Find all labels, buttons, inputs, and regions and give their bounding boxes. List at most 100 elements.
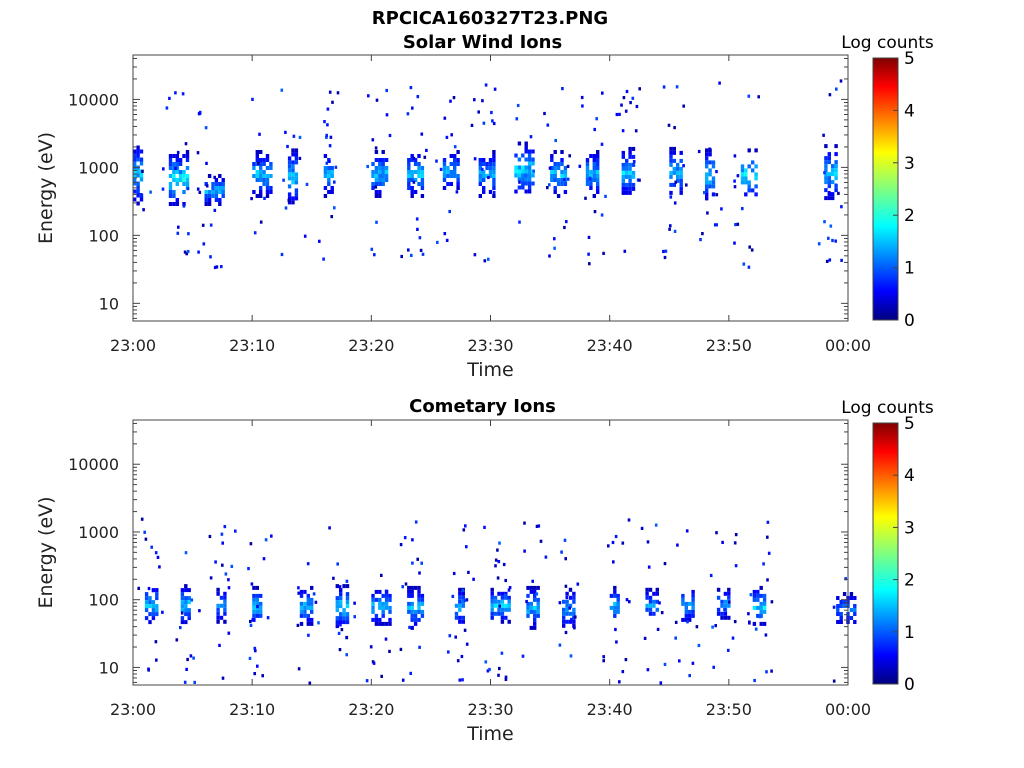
heatmap-cell <box>621 670 625 674</box>
heatmap-cell <box>308 681 312 685</box>
heatmap-cell <box>539 539 543 543</box>
heatmap-cell <box>625 190 629 195</box>
heatmap-cell <box>676 543 679 547</box>
heatmap-cell <box>327 174 331 178</box>
heatmap-cell <box>230 564 234 568</box>
heatmap-cell <box>596 174 600 178</box>
heatmap-cell <box>613 613 617 618</box>
heatmap-cell <box>676 170 680 175</box>
heatmap-cell <box>144 596 149 601</box>
heatmap-cell <box>141 169 144 173</box>
heatmap-cell <box>824 144 828 149</box>
heatmap-cell <box>378 182 382 186</box>
heatmap-cell <box>136 185 140 190</box>
heatmap-cell <box>291 176 295 181</box>
heatmap-cell <box>490 603 494 608</box>
heatmap-cell <box>291 152 295 157</box>
heatmap-cell <box>691 605 695 610</box>
heatmap-cell <box>548 166 552 170</box>
heatmap-cell <box>407 589 411 594</box>
heatmap-cell <box>184 608 188 613</box>
heatmap-cell <box>740 168 745 173</box>
heatmap-cell <box>572 591 576 596</box>
heatmap-cell <box>187 600 191 605</box>
heatmap-cell <box>333 180 336 184</box>
heatmap-cell <box>747 188 751 193</box>
heatmap-cell <box>178 178 183 182</box>
heatmap-cell <box>756 597 760 602</box>
heatmap-cell <box>136 173 140 178</box>
heatmap-cell <box>303 613 307 618</box>
heatmap-cell <box>752 621 757 626</box>
heatmap-cell <box>521 165 525 170</box>
heatmap-cell <box>180 616 185 621</box>
heatmap-cell <box>747 184 751 189</box>
heatmap-cell <box>829 224 833 228</box>
x-tick-label: 23:20 <box>348 336 394 355</box>
heatmap-cell <box>251 97 254 101</box>
heatmap-cell <box>709 573 713 578</box>
heatmap-cell <box>175 170 179 174</box>
heatmap-cell <box>831 168 835 173</box>
heatmap-cell <box>682 164 685 168</box>
heatmap-cell <box>490 607 494 612</box>
heatmap-cell <box>418 236 422 240</box>
heatmap-cell <box>672 158 676 163</box>
heatmap-cell <box>338 648 342 652</box>
heatmap-cell <box>827 184 831 189</box>
heatmap-cell <box>614 627 617 632</box>
heatmap-cell <box>621 541 625 545</box>
heatmap-cell <box>136 149 140 154</box>
heatmap-cell <box>533 589 537 594</box>
heatmap-cell <box>299 593 304 598</box>
heatmap-cell <box>155 612 159 617</box>
heatmap-cell <box>573 626 576 630</box>
heatmap-cell <box>265 174 270 178</box>
heatmap-cell <box>849 596 854 600</box>
heatmap-cell <box>314 600 318 604</box>
heatmap-cell <box>177 225 180 229</box>
heatmap-cell <box>652 591 656 596</box>
heatmap-cell <box>151 589 155 593</box>
heatmap-cell <box>410 186 414 190</box>
heatmap-cell <box>493 603 498 608</box>
heatmap-cell <box>185 174 190 178</box>
heatmap-cell <box>345 604 350 609</box>
heatmap-cell <box>691 601 695 606</box>
heatmap-cell <box>218 643 221 647</box>
heatmap-cell <box>844 577 847 581</box>
heatmap-cell <box>485 162 489 166</box>
heatmap-cell <box>572 611 576 616</box>
heatmap-cell <box>628 174 632 179</box>
heatmap-cell <box>264 538 268 542</box>
heatmap-cell <box>184 604 188 609</box>
heatmap-cell <box>711 180 716 185</box>
heatmap-cell <box>556 194 561 198</box>
heatmap-cell <box>410 190 414 194</box>
heatmap-cell <box>252 174 256 178</box>
heatmap-cell <box>727 648 730 652</box>
heatmap-cell <box>751 168 755 173</box>
heatmap-cell <box>684 613 688 618</box>
heatmap-cell <box>570 617 573 621</box>
heatmap-cell <box>592 162 596 166</box>
heatmap-cell <box>611 540 615 545</box>
heatmap-cell <box>715 531 718 535</box>
heatmap-cell <box>853 608 857 612</box>
heatmap-cell <box>563 170 568 174</box>
heatmap-cell <box>733 185 737 189</box>
heatmap-cell <box>178 174 183 178</box>
heatmap-cell <box>417 589 421 594</box>
heatmap-cell <box>214 560 217 564</box>
heatmap-cell <box>827 160 831 165</box>
heatmap-cell <box>154 640 158 644</box>
heatmap-cell <box>733 241 736 245</box>
heatmap-cell <box>345 616 350 621</box>
heatmap-cell <box>339 604 343 609</box>
heatmap-cell <box>330 170 334 174</box>
heatmap-cell <box>708 180 712 185</box>
heatmap-cell <box>345 635 349 640</box>
x-tick-label: 23:00 <box>110 700 156 719</box>
heatmap-cell <box>400 254 403 259</box>
